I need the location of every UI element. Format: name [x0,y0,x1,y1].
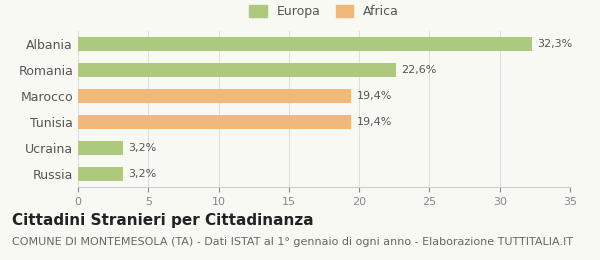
Bar [78,89,351,103]
Bar [78,63,395,77]
Text: 3,2%: 3,2% [128,143,157,153]
Bar [78,167,123,181]
Text: 19,4%: 19,4% [356,91,392,101]
Text: 3,2%: 3,2% [128,169,157,179]
Text: COMUNE DI MONTEMESOLA (TA) - Dati ISTAT al 1° gennaio di ogni anno - Elaborazion: COMUNE DI MONTEMESOLA (TA) - Dati ISTAT … [12,237,573,246]
Text: 32,3%: 32,3% [538,39,573,49]
Bar [78,37,532,51]
Legend: Europa, Africa: Europa, Africa [245,1,403,22]
Text: 22,6%: 22,6% [401,65,437,75]
Text: 19,4%: 19,4% [356,117,392,127]
Bar [78,141,123,155]
Text: Cittadini Stranieri per Cittadinanza: Cittadini Stranieri per Cittadinanza [12,213,314,228]
Bar [78,115,351,129]
